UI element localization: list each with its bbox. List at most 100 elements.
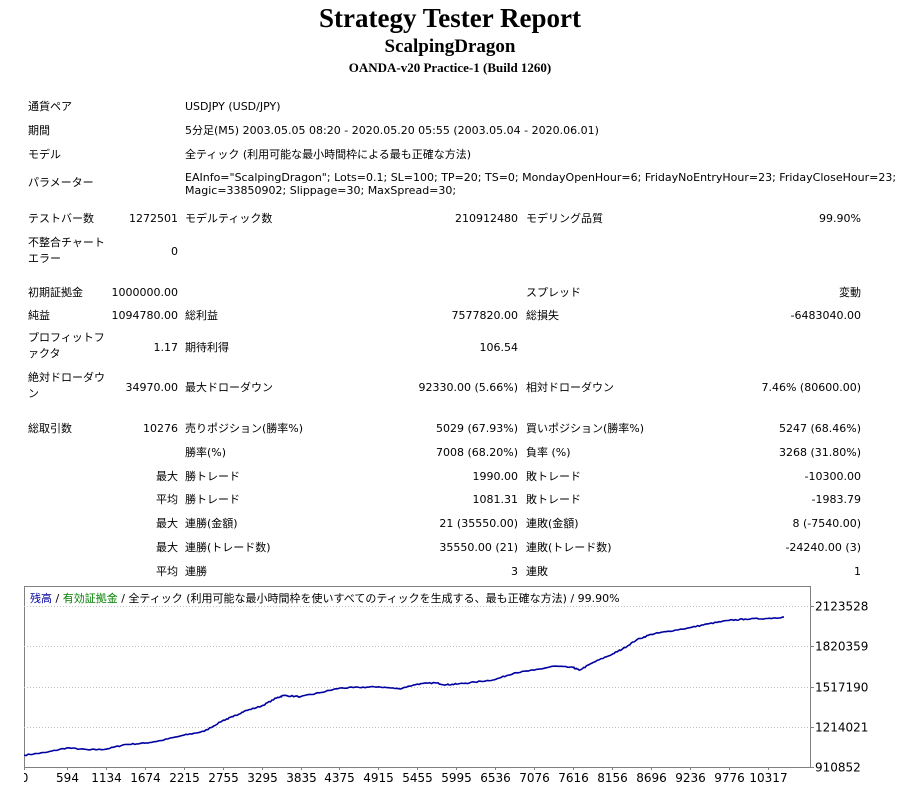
avg-consecutive-losses-label: 連敗 xyxy=(526,565,548,578)
max-consecutive-losses-value: 8 (-7540.00) xyxy=(792,517,861,530)
x-tick-label: 7076 xyxy=(519,771,550,785)
expected-payoff-value: 106.54 xyxy=(479,341,519,354)
server-info: OANDA-v20 Practice-1 (Build 1260) xyxy=(348,60,552,75)
absolute-drawdown-value: 34970.00 xyxy=(125,381,179,394)
bars-label: テストバー数 xyxy=(28,212,94,225)
quality-value: 99.90% xyxy=(819,212,861,225)
mismatch-value: 0 xyxy=(171,245,178,258)
deposit-label: 初期証拠金 xyxy=(28,286,83,299)
max-label: 最大 xyxy=(156,541,178,554)
plot-frame xyxy=(24,586,811,768)
x-tick-label: 9236 xyxy=(675,771,706,785)
gross-profit-label: 総利益 xyxy=(185,309,218,322)
win-rate-value: 7008 (68.20%) xyxy=(435,446,518,459)
net-profit-label: 純益 xyxy=(28,309,50,322)
series-lines xyxy=(23,616,784,757)
loss-rate-value: 3268 (31.80%) xyxy=(778,446,861,459)
spread-label: スプレッド xyxy=(526,286,581,299)
long-positions-value: 5247 (68.46%) xyxy=(778,422,861,435)
params-line-2: Magic=33850902; Slippage=30; MaxSpread=3… xyxy=(185,184,457,197)
y-tick-label: 2123528 xyxy=(815,600,868,614)
y-tick-label: 1820359 xyxy=(815,640,868,654)
x-tick-label: 8156 xyxy=(597,771,628,785)
balance-line xyxy=(23,616,784,757)
loss-rate-label: 負率 (%) xyxy=(526,446,571,459)
balance-chart: 910852 1214021 1517190 1820359 2123528 0 594 1… xyxy=(21,586,876,791)
largest-loss-value: -10300.00 xyxy=(804,470,861,483)
avg-consecutive-wins-value: 3 xyxy=(511,565,518,578)
mismatch-label: 不整合チャートエラー xyxy=(28,236,105,265)
avg-consecutive-wins-label: 連勝 xyxy=(185,565,207,578)
max-consecutive-wins-value: 21 (35550.00) xyxy=(439,517,518,530)
x-tick-label: 1674 xyxy=(130,771,161,785)
profit-factor-label: プロフィットファクタ xyxy=(28,331,105,360)
short-positions-value: 5029 (67.93%) xyxy=(435,422,518,435)
x-tick-label: 1134 xyxy=(91,771,122,785)
long-positions-label: 買いポジション(勝率%) xyxy=(526,422,645,435)
symbol-label: 通貨ペア xyxy=(28,100,72,113)
deposit-value: 1000000.00 xyxy=(111,286,178,299)
x-tick-label: 3295 xyxy=(247,771,278,785)
gross-profit-value: 7577820.00 xyxy=(451,309,518,322)
ticks-label: モデルティック数 xyxy=(185,212,273,225)
short-positions-label: 売りポジション(勝率%) xyxy=(185,422,304,435)
chart-legend: 残高 / 有効証拠金 / 全ティック (利用可能な最小時間枠を使いすべてのティッ… xyxy=(30,591,620,605)
x-tick-label: 4915 xyxy=(363,771,394,785)
legend-balance: 残高 xyxy=(30,591,52,605)
params-label: パラメーター xyxy=(28,176,94,189)
x-tick-label: 8696 xyxy=(636,771,667,785)
avg-win-value: 1081.31 xyxy=(472,493,519,506)
max-label: 最大 xyxy=(156,517,178,530)
spread-value: 変動 xyxy=(839,286,861,299)
max-consecutive-wins-label: 連勝(金額) xyxy=(185,517,238,530)
x-tick-label: 594 xyxy=(56,771,79,785)
max-drawdown-value: 92330.00 (5.66%) xyxy=(418,381,518,394)
bars-value: 1272501 xyxy=(129,212,178,225)
avg-consecutive-losses-value: 1 xyxy=(854,565,861,578)
period-label: 期間 xyxy=(28,124,50,137)
quality-label: モデリング品質 xyxy=(526,212,603,225)
absolute-drawdown-label: 絶対ドローダウン xyxy=(28,371,105,400)
symbol-value: USDJPY (USD/JPY) xyxy=(185,100,281,113)
max-consecutive-profit-label: 連勝(トレード数) xyxy=(185,541,271,554)
x-tick-label: 3835 xyxy=(286,771,317,785)
total-trades-value: 10276 xyxy=(143,422,178,435)
avg-win-label: 勝トレード xyxy=(185,493,240,506)
relative-drawdown-label: 相対ドローダウン xyxy=(526,381,614,394)
x-tick-label: 9776 xyxy=(714,771,745,785)
x-tick-label: 4375 xyxy=(324,771,355,785)
x-tick-label: 6536 xyxy=(480,771,511,785)
avg-loss-label: 敗トレード xyxy=(526,493,581,506)
largest-win-label: 勝トレード xyxy=(185,470,240,483)
largest-win-value: 1990.00 xyxy=(472,470,519,483)
win-rate-label: 勝率(%) xyxy=(185,446,227,459)
total-trades-label: 総取引数 xyxy=(28,422,72,435)
relative-drawdown-value: 7.46% (80600.00) xyxy=(761,381,861,394)
max-label: 最大 xyxy=(156,470,178,483)
x-tick-label: 5995 xyxy=(441,771,472,785)
x-tick-label: 2215 xyxy=(169,771,200,785)
model-value: 全ティック (利用可能な最小時間枠による最も正確な方法) xyxy=(185,148,472,161)
y-tick-labels: 910852 1214021 1517190 1820359 2123528 xyxy=(815,600,868,775)
profit-factor-value: 1.17 xyxy=(153,341,179,354)
x-tick-label: 10317 xyxy=(749,771,787,785)
avg-label: 平均 xyxy=(156,565,178,578)
gross-loss-value: -6483040.00 xyxy=(790,309,861,322)
gross-loss-label: 総損失 xyxy=(526,309,559,322)
max-consecutive-profit-value: 35550.00 (21) xyxy=(439,541,518,554)
legend-separator: / xyxy=(52,592,63,605)
params-line-1: EAInfo="ScalpingDragon"; Lots=0.1; SL=10… xyxy=(185,171,897,184)
grid-lines xyxy=(24,606,814,770)
y-tick-label: 910852 xyxy=(815,761,861,775)
max-drawdown-label: 最大ドローダウン xyxy=(185,381,273,394)
x-tick-label: 5455 xyxy=(402,771,433,785)
model-label: モデル xyxy=(28,148,61,161)
net-profit-value: 1094780.00 xyxy=(111,309,178,322)
expected-payoff-label: 期待利得 xyxy=(185,341,229,354)
max-consecutive-loss-label: 連敗(トレード数) xyxy=(526,541,612,554)
avg-label: 平均 xyxy=(156,493,178,506)
y-tick-label: 1517190 xyxy=(815,681,868,695)
report-title: Strategy Tester Report xyxy=(319,3,581,33)
ticks-value: 210912480 xyxy=(455,212,518,225)
y-tick-label: 1214021 xyxy=(815,721,868,735)
